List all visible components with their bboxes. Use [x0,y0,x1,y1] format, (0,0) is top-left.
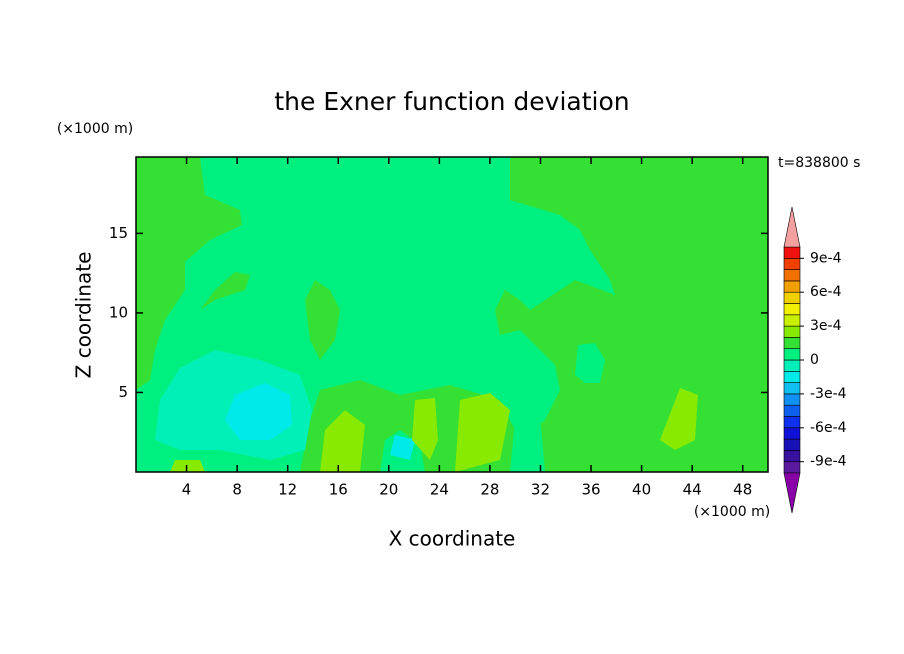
time-label: t=838800 s [778,155,860,171]
colorbar-box [783,438,801,451]
contour-region [412,398,438,460]
contour-region [455,393,510,472]
x-tick-label: 16 [329,481,348,499]
colorbar-box [783,280,801,293]
colorbar-box [783,314,801,327]
x-tick-label: 4 [182,481,192,499]
colorbar-box [783,382,801,395]
colorbar-tick-label: 9e-4 [810,250,842,266]
colorbar-tick-label: 6e-4 [810,284,842,300]
colorbar-box [783,370,801,383]
colorbar-box [783,291,801,304]
x-tick-label: 12 [278,481,297,499]
contour-region [136,157,242,390]
contour-region [320,410,365,472]
x-tick-label: 24 [430,481,449,499]
contour-region [305,280,340,360]
x-axis-label: X coordinate [389,527,516,551]
colorbar-box [783,359,801,372]
contour-region [170,460,205,472]
colorbar-box [783,427,801,440]
contour-region [200,272,250,310]
y-unit: (×1000 m) [57,121,133,137]
x-tick-label: 8 [232,481,242,499]
colorbar-tick-label: 0 [810,352,819,368]
x-tick-label: 20 [379,481,398,499]
colorbar-tick-label: -3e-4 [810,386,847,402]
colorbar-box [783,269,801,282]
contour-field [136,157,768,472]
colorbar-box [783,461,801,474]
colorbar-box [783,450,801,462]
x-tick-label: 44 [683,481,702,499]
contour-region [390,435,415,460]
colorbar-box [783,246,801,259]
x-unit: (×1000 m) [694,504,770,520]
y-tick-label: 15 [109,224,128,242]
colorbar-low-triangle [783,472,801,514]
contour-region [575,343,605,383]
colorbar-box [783,416,801,429]
contour-region [510,415,545,472]
colorbar-tick-label: -9e-4 [810,454,847,470]
contour-region [495,157,768,472]
colorbar-box [783,348,801,361]
colorbar-box [783,393,801,406]
plot-frame [135,156,769,473]
y-axis-label: Z coordinate [72,252,96,379]
y-tick-label: 10 [109,303,128,321]
colorbar-box [783,303,801,316]
colorbar-box [783,404,801,417]
y-tick-label: 5 [118,383,128,401]
colorbar-box [783,337,801,349]
colorbar-high-triangle [783,206,801,248]
colorbar-box [783,325,801,338]
x-tick-label: 48 [733,481,752,499]
colorbar-tick-label: 3e-4 [810,318,842,334]
x-tick-label: 28 [480,481,499,499]
x-tick-label: 40 [632,481,651,499]
x-tick-label: 36 [581,481,600,499]
colorbar-box [783,257,801,270]
x-tick-label: 32 [531,481,550,499]
contour-region [660,388,698,450]
colorbar-tick-label: -6e-4 [810,420,847,436]
contour-region [225,383,292,440]
chart-title: the Exner function deviation [274,87,629,116]
